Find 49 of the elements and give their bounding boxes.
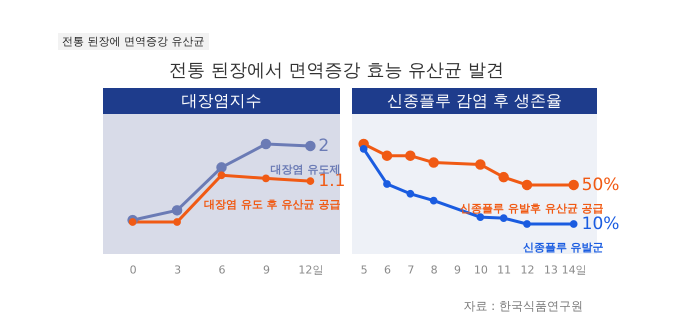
data-label: 50% (582, 174, 620, 195)
x-tick-label: 0 (130, 264, 137, 276)
point (260, 138, 272, 150)
x-tick-label: 6 (384, 264, 391, 276)
point (500, 214, 508, 222)
point (523, 220, 531, 228)
text: 자료 : 한국식품연구원 (463, 298, 583, 315)
point (383, 180, 391, 188)
x-tick-label: 3 (174, 264, 182, 276)
point (305, 140, 316, 152)
series-label: 대장염 유도 후 유산균 공급 (204, 198, 340, 212)
point (360, 145, 368, 153)
text: 전통 된장에 면역증강 유산균 (58, 33, 208, 50)
point (498, 172, 509, 182)
point (128, 218, 136, 226)
point (216, 162, 227, 173)
point (218, 171, 226, 180)
x-tick-label: 12 (520, 264, 534, 276)
chart-title: 신종플루 감염 후 생존율 (352, 88, 597, 114)
point (570, 220, 578, 228)
point (568, 180, 579, 190)
point (172, 205, 182, 216)
x-tick-label: 7 (407, 264, 414, 276)
x-tick-label: 9 (454, 264, 461, 276)
x-tick-label: 13 (544, 264, 558, 276)
x-tick-label: 14일 (562, 264, 587, 276)
x-tick-label: 10 (474, 264, 488, 276)
x-tick-label: 11 (497, 264, 512, 276)
point (262, 174, 270, 182)
x-tick-label: 12일 (298, 264, 324, 276)
chart-title: 대장염지수 (103, 88, 340, 114)
point (406, 190, 414, 198)
point (522, 180, 532, 190)
point (428, 157, 439, 168)
x-tick-label: 5 (360, 264, 368, 276)
point (430, 196, 438, 204)
point (475, 159, 486, 170)
x-tick-label: 9 (262, 264, 270, 276)
point (405, 150, 416, 161)
text: 전통 된장에서 면역증강 효능 유산균 발견 (168, 59, 505, 82)
point (382, 150, 392, 161)
point (306, 177, 314, 185)
series-label: 신종플루 유발군 (522, 241, 604, 254)
point (173, 218, 181, 226)
x-tick-label: 6 (218, 264, 226, 276)
x-tick-label: 8 (430, 264, 438, 276)
data-label: 10% (582, 214, 620, 234)
data-label: 2 (318, 136, 330, 156)
series-label: 신종플루 유발후 유산균 공급 (460, 202, 604, 215)
